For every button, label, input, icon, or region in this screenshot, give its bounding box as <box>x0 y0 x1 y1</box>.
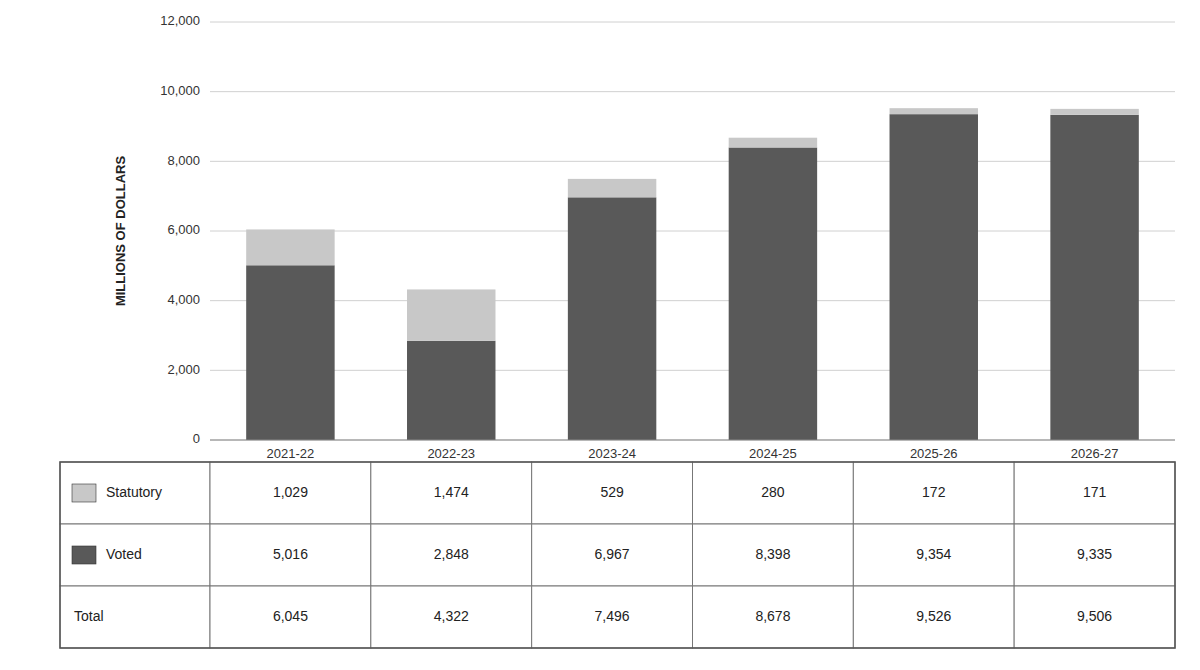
table-cell <box>1014 462 1175 524</box>
x-tick-label: 2024-25 <box>749 446 797 461</box>
table-cell <box>371 524 532 586</box>
bar <box>568 179 656 197</box>
table-value: 1,474 <box>434 484 469 500</box>
grid-line <box>210 440 1175 441</box>
table-value: 2,848 <box>434 546 469 562</box>
table-value: 171 <box>1083 484 1107 500</box>
table-row-label: Statutory <box>106 484 162 500</box>
y-tick-label: 4,000 <box>167 292 200 307</box>
bar <box>1050 115 1138 440</box>
grid-line <box>210 300 1175 301</box>
x-tick-label: 2025-26 <box>910 446 958 461</box>
table-cell <box>853 462 1014 524</box>
table-cell <box>1014 586 1175 648</box>
y-tick-label: 6,000 <box>167 222 200 237</box>
bar <box>890 114 978 440</box>
y-tick-label: 0 <box>193 431 200 446</box>
table-cell <box>532 462 693 524</box>
bar <box>568 197 656 440</box>
table-cell <box>853 524 1014 586</box>
bars <box>246 108 1139 440</box>
legend-swatch <box>72 484 96 502</box>
x-tick-label: 2023-24 <box>588 446 636 461</box>
bar <box>890 108 978 114</box>
table-value: 9,354 <box>916 546 951 562</box>
table-cell <box>210 524 371 586</box>
table-cell <box>60 586 210 648</box>
table-cell <box>371 586 532 648</box>
table-value: 1,029 <box>273 484 308 500</box>
table-value: 9,526 <box>916 608 951 624</box>
bar <box>407 289 495 340</box>
table-value: 529 <box>600 484 624 500</box>
table-cell <box>693 462 854 524</box>
x-tick-label: 2022-23 <box>427 446 475 461</box>
bar <box>407 341 495 440</box>
table-cell <box>532 586 693 648</box>
bar <box>729 138 817 148</box>
bar <box>246 265 334 440</box>
table-cell <box>532 524 693 586</box>
y-tick-label: 12,000 <box>160 13 200 28</box>
x-tick-label: 2021-22 <box>267 446 315 461</box>
table-row-label: Total <box>74 608 104 624</box>
table-cell <box>693 524 854 586</box>
grid-line <box>210 231 1175 232</box>
table-value: 9,335 <box>1077 546 1112 562</box>
table-value: 6,045 <box>273 608 308 624</box>
table-cell <box>210 586 371 648</box>
table-value: 8,398 <box>755 546 790 562</box>
table-value: 4,322 <box>434 608 469 624</box>
x-axis: 2021-22 2022-23 2023-24 2024-25 2025-26 2026-… <box>267 446 1119 461</box>
table-cell <box>371 462 532 524</box>
legend-swatch <box>72 546 96 564</box>
grid-line <box>210 370 1175 371</box>
chart: 0 2,000 4,000 6,000 8,000 10,000 12,000 MILLION… <box>0 0 1200 670</box>
table-value: 172 <box>922 484 946 500</box>
y-tick-label: 8,000 <box>167 153 200 168</box>
y-axis: 0 2,000 4,000 6,000 8,000 10,000 12,000 <box>160 13 200 446</box>
table-value: 8,678 <box>755 608 790 624</box>
x-tick-label: 2026-27 <box>1071 446 1119 461</box>
y-tick-label: 10,000 <box>160 83 200 98</box>
table-border <box>60 462 1175 648</box>
table-value: 7,496 <box>595 608 630 624</box>
grid-line <box>210 22 1175 23</box>
table-cell <box>210 462 371 524</box>
bar <box>1050 109 1138 115</box>
table-row-label: Voted <box>106 546 142 562</box>
grid-line <box>210 91 1175 92</box>
table-cell <box>693 586 854 648</box>
bar <box>246 229 334 265</box>
table-value: 280 <box>761 484 785 500</box>
x-axis-line <box>210 440 1175 441</box>
table: Statutory 1,029 1,474 529 280 172 171 Voted 5,01… <box>60 462 1175 648</box>
table-cell <box>1014 524 1175 586</box>
table-value: 6,967 <box>595 546 630 562</box>
grid-line <box>210 161 1175 162</box>
y-axis-label: MILLIONS OF DOLLARS <box>113 156 128 307</box>
y-tick-label: 2,000 <box>167 362 200 377</box>
table-value: 5,016 <box>273 546 308 562</box>
bar <box>729 147 817 440</box>
table-cell <box>60 524 210 586</box>
table-value: 9,506 <box>1077 608 1112 624</box>
grid <box>210 22 1175 440</box>
table-cell <box>853 586 1014 648</box>
table-cell <box>60 462 210 524</box>
